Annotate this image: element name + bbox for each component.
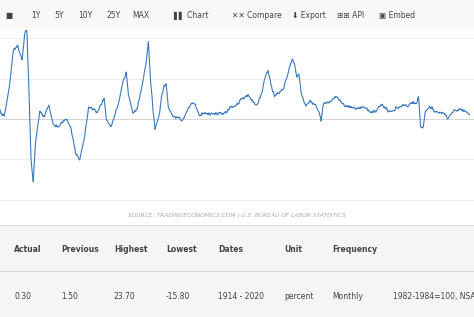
Text: -15.80: -15.80 bbox=[166, 292, 190, 301]
Text: 25Y: 25Y bbox=[107, 10, 121, 20]
Text: Previous: Previous bbox=[62, 245, 100, 254]
Text: Lowest: Lowest bbox=[166, 245, 197, 254]
Text: SOURCE: TRADINGECONOMICS.COM | U.S. BUREAU OF LABOR STATISTICS: SOURCE: TRADINGECONOMICS.COM | U.S. BURE… bbox=[128, 213, 346, 218]
Text: 0.30: 0.30 bbox=[14, 292, 31, 301]
Text: ✕✕ Compare: ✕✕ Compare bbox=[232, 10, 282, 20]
Text: Unit: Unit bbox=[284, 245, 302, 254]
Text: percent: percent bbox=[284, 292, 314, 301]
Text: Frequency: Frequency bbox=[332, 245, 377, 254]
Text: 1.50: 1.50 bbox=[62, 292, 79, 301]
Text: 1982-1984=100, NSA: 1982-1984=100, NSA bbox=[393, 292, 474, 301]
Text: 1914 - 2020: 1914 - 2020 bbox=[218, 292, 264, 301]
Text: 10Y: 10Y bbox=[78, 10, 92, 20]
Text: Actual: Actual bbox=[14, 245, 42, 254]
Text: ▣ Embed: ▣ Embed bbox=[379, 10, 415, 20]
Text: 23.70: 23.70 bbox=[114, 292, 136, 301]
Text: Highest: Highest bbox=[114, 245, 147, 254]
Text: 1Y: 1Y bbox=[31, 10, 40, 20]
Text: Monthly: Monthly bbox=[332, 292, 363, 301]
Text: ⬇ Export: ⬇ Export bbox=[292, 10, 325, 20]
Text: 5Y: 5Y bbox=[55, 10, 64, 20]
Text: ⊞⊞ API: ⊞⊞ API bbox=[337, 10, 364, 20]
Text: ■: ■ bbox=[6, 10, 13, 20]
Text: Dates: Dates bbox=[218, 245, 243, 254]
Text: ▌▌ Chart: ▌▌ Chart bbox=[173, 10, 209, 20]
Text: MAX: MAX bbox=[133, 10, 150, 20]
